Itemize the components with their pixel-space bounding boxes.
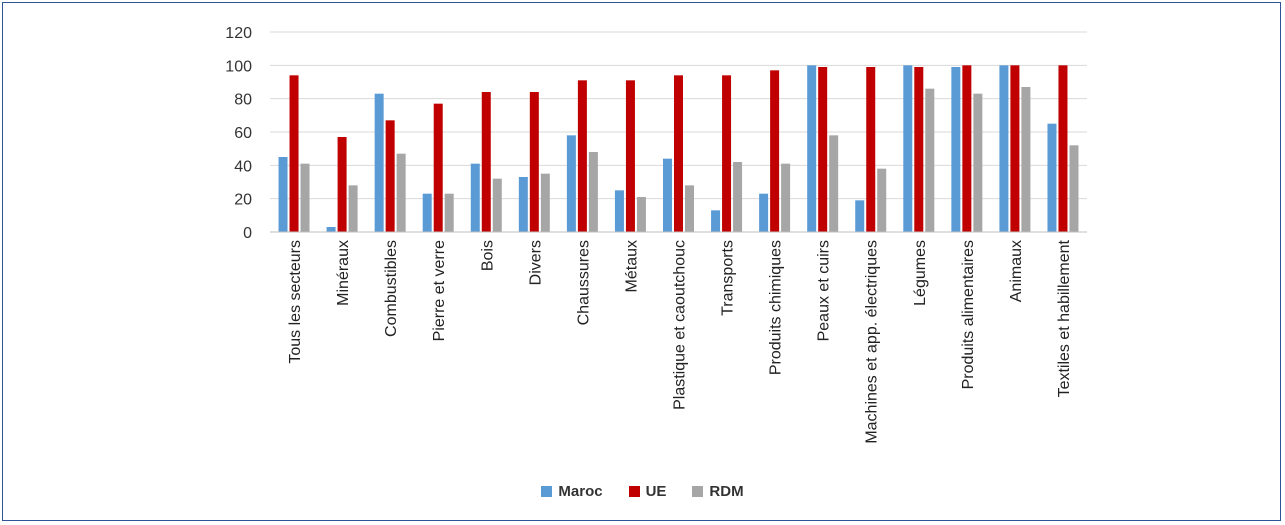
bar-rdm (588, 152, 598, 232)
bar-ue (385, 120, 395, 232)
bar-maroc (566, 135, 576, 232)
bar-ue (914, 67, 924, 232)
bar-chart: 0 20 40 60 80 100 120 Tous les secteurs Minérau… (225, 25, 1087, 444)
bar-ue (962, 65, 972, 232)
bar-maroc (999, 65, 1009, 232)
bar-ue (770, 70, 780, 232)
bar-ue (433, 103, 443, 233)
bar-maroc (374, 93, 384, 233)
bar-rdm (540, 173, 550, 232)
bar-rdm (781, 163, 791, 232)
bar-maroc (807, 65, 817, 232)
bar-maroc (422, 193, 432, 232)
y-tick-label: 60 (234, 125, 252, 142)
bar-rdm (636, 197, 646, 232)
x-tick-label: Divers (527, 240, 544, 285)
bar-maroc (759, 193, 769, 232)
legend: Maroc UE RDM (0, 483, 1285, 500)
bar-ue (866, 67, 876, 232)
y-tick-label: 0 (243, 225, 252, 242)
bar-rdm (396, 153, 406, 232)
legend-item-ue: UE (628, 483, 667, 500)
bar-rdm (300, 163, 310, 232)
bar-ue (625, 80, 635, 232)
bar-rdm (492, 178, 502, 232)
x-tick-label: Combustibles (383, 240, 400, 337)
x-tick-label: Peaux et cuirs (816, 240, 833, 341)
bar-rdm (877, 168, 887, 232)
legend-label-maroc: Maroc (558, 483, 603, 500)
y-tick-label: 120 (225, 25, 252, 42)
x-tick-label: Minéraux (335, 240, 352, 306)
legend-swatch-maroc (541, 486, 553, 497)
y-tick-label: 40 (234, 158, 252, 175)
y-tick-label: 100 (225, 58, 252, 75)
x-tick-label: Chaussures (575, 240, 592, 325)
legend-label-ue: UE (645, 483, 667, 500)
bar-maroc (326, 227, 336, 232)
bar-ue (337, 137, 347, 232)
gridlines (270, 31, 1087, 200)
x-tick-label: Produits chimiques (768, 240, 785, 375)
legend-label-rdm: RDM (709, 483, 744, 500)
bar-rdm (829, 135, 839, 232)
legend-item-rdm: RDM (692, 483, 744, 500)
bar-rdm (348, 185, 358, 232)
bar-maroc (614, 190, 624, 232)
bar-maroc (518, 177, 528, 232)
x-tick-label: Produits alimentaires (960, 240, 977, 389)
bar-rdm (444, 193, 454, 232)
bar-ue (529, 92, 539, 232)
legend-swatch-rdm (692, 486, 704, 497)
x-tick-label: Légumes (912, 240, 929, 306)
x-tick-label: Bois (479, 240, 496, 271)
legend-item-maroc: Maroc (541, 483, 603, 500)
bar-maroc (663, 158, 672, 232)
bar-rdm (973, 93, 983, 233)
x-tick-label: Métaux (623, 240, 640, 292)
bar-ue (674, 75, 683, 232)
bar-rdm (685, 185, 694, 232)
x-tick-label: Animaux (1008, 240, 1025, 302)
bar-maroc (711, 210, 721, 232)
bar-rdm (733, 162, 743, 232)
bar-maroc (903, 65, 913, 232)
bar-maroc (278, 157, 288, 232)
bar-ue (289, 75, 299, 232)
bar-rdm (1069, 145, 1079, 232)
x-tick-label: Machines et app. électriques (864, 240, 881, 444)
bar-ue (722, 75, 732, 232)
legend-swatch-ue (628, 486, 640, 497)
bar-ue (481, 92, 491, 232)
y-axis-ticks: 0 20 40 60 80 100 120 (225, 25, 252, 242)
y-tick-label: 80 (234, 92, 252, 109)
bar-rdm (1021, 87, 1031, 232)
x-tick-label: Tous les secteurs (287, 240, 304, 364)
bar-ue (1058, 65, 1068, 232)
x-tick-label: Pierre et verre (431, 240, 448, 341)
bar-ue (818, 67, 828, 232)
x-tick-label: Plastique et caoutchouc (672, 240, 689, 410)
bar-rdm (925, 88, 935, 233)
x-axis-labels: Tous les secteurs Minéraux Combustibles Pie… (287, 239, 1073, 443)
x-tick-label: Textiles et habillement (1056, 239, 1073, 397)
y-tick-label: 20 (234, 192, 252, 209)
bar-maroc (951, 67, 961, 232)
bar-ue (577, 80, 587, 232)
x-tick-label: Transports (720, 240, 737, 316)
bar-ue (1010, 65, 1020, 232)
bars (278, 65, 1079, 233)
bar-maroc (470, 163, 480, 232)
bar-maroc (855, 200, 865, 232)
bar-maroc (1047, 123, 1057, 232)
